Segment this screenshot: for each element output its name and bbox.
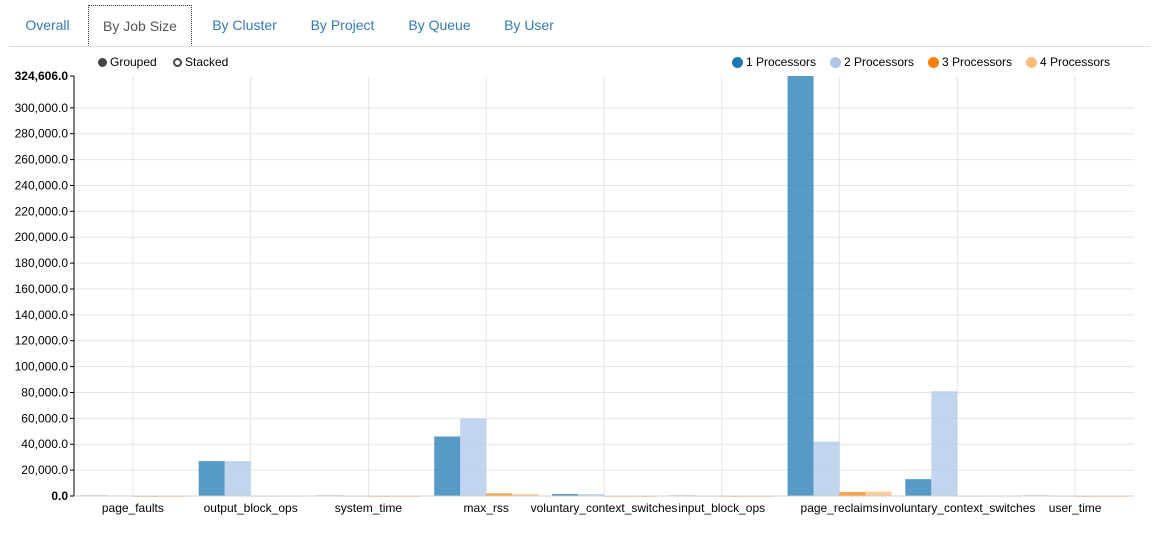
y-tick-label: 240,000.0 [15, 178, 69, 192]
x-tick-label: system_time [335, 501, 403, 515]
grouped-label: Grouped [110, 55, 157, 69]
bar-max_rss-2-processors [460, 418, 487, 496]
tab-by-project[interactable]: By Project [310, 17, 375, 33]
y-tick-label: 0.0 [51, 489, 68, 503]
x-tick-label: max_rss [464, 501, 509, 515]
bar-max_rss-1-processors [434, 436, 461, 496]
x-tick-label: page_reclaims [801, 501, 879, 515]
grouped-radio-dot [98, 57, 107, 67]
x-tick-label: user_time [1049, 501, 1102, 515]
y-tick-label: 20,000.0 [21, 463, 68, 477]
x-tick-label: output_block_ops [204, 501, 298, 515]
x-tick-label: page_faults [102, 501, 164, 515]
y-tick-label: 120,000.0 [15, 334, 69, 348]
legend-label: 2 Processors [844, 55, 915, 69]
legend-label: 4 Processors [1040, 55, 1111, 69]
y-tick-label: 200,000.0 [15, 230, 69, 244]
legend-item-1-processors[interactable]: 1 Processors [732, 54, 816, 70]
y-tick-label: 100,000.0 [15, 360, 69, 374]
bar-page_reclaims-1-processors [787, 76, 814, 496]
y-tick-label: 180,000.0 [15, 256, 69, 270]
stacked-radio[interactable]: Stacked [173, 54, 228, 70]
tab-by-user[interactable]: By User [504, 17, 554, 33]
y-tick-label: 260,000.0 [15, 153, 69, 167]
legend-swatch [928, 56, 939, 68]
bar-involuntary_context_switches-2-processors [931, 391, 958, 496]
legend-label: 3 Processors [942, 55, 1013, 69]
bar-output_block_ops-1-processors [198, 461, 225, 496]
x-tick-label: voluntary_context_switches [531, 501, 678, 515]
tab-bar: Overall By Job Size By Cluster By Projec… [9, 0, 1150, 47]
y-tick-label: 140,000.0 [15, 308, 69, 322]
tab-by-queue[interactable]: By Queue [408, 17, 471, 33]
bar-voluntary_context_switches-1-processors [552, 494, 578, 496]
bar-voluntary_context_switches-2-processors [578, 494, 604, 496]
stacked-radio-dot [173, 57, 182, 67]
y-tick-label: 280,000.0 [15, 127, 69, 141]
tab-overall[interactable]: Overall [25, 17, 70, 33]
grouped-radio[interactable]: Grouped [98, 54, 157, 70]
tab-by-job-size[interactable]: By Job Size [88, 5, 192, 46]
legend-swatch [732, 56, 743, 68]
bar-page_reclaims-4-processors [865, 491, 892, 496]
y-tick-label: 220,000.0 [15, 204, 69, 218]
stacked-label: Stacked [185, 55, 229, 69]
legend-item-2-processors[interactable]: 2 Processors [830, 54, 914, 70]
x-tick-label: input_block_ops [678, 501, 765, 515]
bar-page_reclaims-2-processors [813, 441, 840, 496]
y-tick-label: 160,000.0 [15, 282, 69, 296]
y-tick-label: 40,000.0 [21, 437, 68, 451]
x-tick-label: involuntary_context_switches [879, 501, 1035, 515]
bar-involuntary_context_switches-1-processors [905, 479, 932, 496]
bar-output_block_ops-2-processors [224, 461, 251, 496]
tab-by-cluster[interactable]: By Cluster [212, 17, 277, 33]
legend-label: 1 Processors [746, 55, 817, 69]
y-tick-label: 80,000.0 [21, 385, 68, 399]
y-max-label: 324,606.0 [15, 69, 69, 83]
y-tick-label: 300,000.0 [15, 101, 69, 115]
y-tick-label: 60,000.0 [21, 411, 68, 425]
legend-swatch [830, 56, 841, 68]
bar-max_rss-4-processors [512, 494, 539, 496]
legend-item-3-processors[interactable]: 3 Processors [928, 54, 1012, 70]
bar-page_reclaims-3-processors [839, 492, 866, 496]
legend-item-4-processors[interactable]: 4 Processors [1026, 54, 1110, 70]
legend-swatch [1026, 56, 1037, 68]
bar-max_rss-3-processors [486, 493, 513, 496]
